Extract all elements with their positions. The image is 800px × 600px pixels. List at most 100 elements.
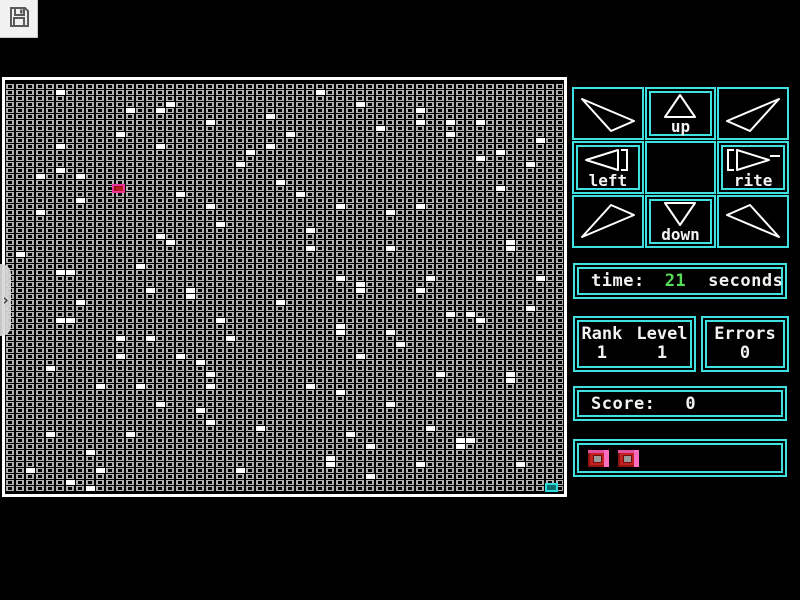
- cyan-goal-cell[interactable]: [545, 483, 558, 492]
- dpad-left-button[interactable]: left: [572, 141, 644, 194]
- lit-grid-cell: [56, 270, 65, 275]
- arrow-down-right-icon: [723, 202, 783, 242]
- dpad-down-right-button[interactable]: [717, 195, 789, 248]
- lit-grid-cell: [426, 426, 435, 431]
- lit-grid-cell: [296, 192, 305, 197]
- lit-grid-cell: [476, 120, 485, 125]
- sidebar-expand-tab[interactable]: ›: [0, 264, 11, 336]
- lit-grid-cell: [146, 288, 155, 293]
- lit-grid-cell: [386, 246, 395, 251]
- lit-grid-cell: [246, 150, 255, 155]
- lit-grid-cell: [136, 264, 145, 269]
- lit-grid-cell: [276, 180, 285, 185]
- lit-grid-cell: [206, 372, 215, 377]
- lit-grid-cell: [176, 354, 185, 359]
- lit-grid-cell: [36, 174, 45, 179]
- lit-grid-cell: [336, 330, 345, 335]
- lit-grid-cell: [116, 336, 125, 341]
- arrow-up-right-icon: [723, 94, 783, 134]
- playfield-grid[interactable]: [6, 84, 563, 492]
- lit-grid-cell: [206, 120, 215, 125]
- lit-grid-cell: [66, 270, 75, 275]
- lit-grid-cell: [506, 372, 515, 377]
- lit-grid-cell: [146, 336, 155, 341]
- lit-grid-cell: [76, 174, 85, 179]
- save-button[interactable]: [0, 0, 38, 38]
- level-label: Level: [636, 324, 688, 344]
- dpad-up-left-button[interactable]: [572, 87, 644, 140]
- red-target-cell[interactable]: [112, 184, 125, 193]
- chevron-right-icon: ›: [0, 291, 11, 309]
- dpad-center-cell: [644, 141, 717, 194]
- time-panel: time: 21 seconds: [573, 263, 787, 299]
- lit-grid-cell: [496, 150, 505, 155]
- lit-grid-cell: [86, 450, 95, 455]
- red-indicator-button-1[interactable]: [588, 449, 609, 467]
- lit-grid-cell: [26, 468, 35, 473]
- lit-grid-cell: [236, 162, 245, 167]
- lit-grid-cell: [436, 372, 445, 377]
- lit-grid-cell: [276, 300, 285, 305]
- score-panel: Score: 0: [573, 386, 787, 421]
- lit-grid-cell: [196, 408, 205, 413]
- lit-grid-cell: [306, 228, 315, 233]
- lit-grid-cell: [266, 114, 275, 119]
- lit-grid-cell: [66, 480, 75, 485]
- dpad-down-left-button[interactable]: [572, 195, 644, 248]
- lit-grid-cell: [386, 330, 395, 335]
- lit-grid-cell: [76, 300, 85, 305]
- lit-grid-cell: [66, 318, 75, 323]
- lit-grid-cell: [376, 126, 385, 131]
- dpad-left-label: left: [588, 171, 628, 190]
- lit-grid-cell: [526, 162, 535, 167]
- lit-grid-cell: [356, 102, 365, 107]
- red-button-center: [623, 454, 632, 463]
- arrow-down-icon: [650, 201, 710, 227]
- lit-grid-cell: [336, 390, 345, 395]
- rank-value: 1: [596, 343, 608, 363]
- lit-grid-cell: [46, 432, 55, 437]
- lit-grid-cell: [176, 192, 185, 197]
- score-value: 0: [685, 393, 697, 414]
- time-value: 21: [664, 271, 687, 291]
- lit-grid-cell: [536, 138, 545, 143]
- lit-grid-cell: [446, 120, 455, 125]
- lit-grid-cell: [306, 246, 315, 251]
- lit-grid-cell: [316, 90, 325, 95]
- lit-grid-cell: [36, 210, 45, 215]
- lit-grid-cell: [516, 462, 525, 467]
- lit-grid-cell: [336, 276, 345, 281]
- dpad-up-right-button[interactable]: [717, 87, 789, 140]
- lit-grid-cell: [136, 384, 145, 389]
- lit-grid-cell: [86, 486, 95, 491]
- lit-grid-cell: [156, 108, 165, 113]
- lit-grid-cell: [446, 312, 455, 317]
- dpad-up-button[interactable]: up: [644, 87, 717, 140]
- dpad-down-button[interactable]: down: [644, 195, 717, 248]
- dpad-down-label: down: [661, 225, 700, 244]
- dpad-rite-button[interactable]: rite: [717, 141, 789, 194]
- lit-grid-cell: [286, 132, 295, 137]
- rank-label: Rank: [581, 324, 623, 344]
- lit-grid-cell: [116, 132, 125, 137]
- lit-grid-cell: [116, 354, 125, 359]
- lit-grid-cell: [506, 240, 515, 245]
- lit-grid-cell: [366, 444, 375, 449]
- red-indicator-button-2[interactable]: [618, 449, 639, 467]
- lit-grid-cell: [16, 252, 25, 257]
- lit-grid-cell: [416, 462, 425, 467]
- errors-label: Errors: [714, 324, 776, 344]
- lit-grid-cell: [186, 288, 195, 293]
- lit-grid-cell: [466, 438, 475, 443]
- arrow-down-left-icon: [578, 202, 638, 242]
- lit-grid-cell: [56, 144, 65, 149]
- lit-grid-cell: [76, 198, 85, 203]
- arrow-up-left-icon: [578, 94, 638, 134]
- lit-grid-cell: [416, 204, 425, 209]
- time-units-label: seconds: [708, 271, 784, 291]
- errors-panel: Errors 0: [701, 316, 789, 372]
- level-column: Level 1: [636, 325, 687, 363]
- lit-grid-cell: [416, 120, 425, 125]
- lit-grid-cell: [96, 468, 105, 473]
